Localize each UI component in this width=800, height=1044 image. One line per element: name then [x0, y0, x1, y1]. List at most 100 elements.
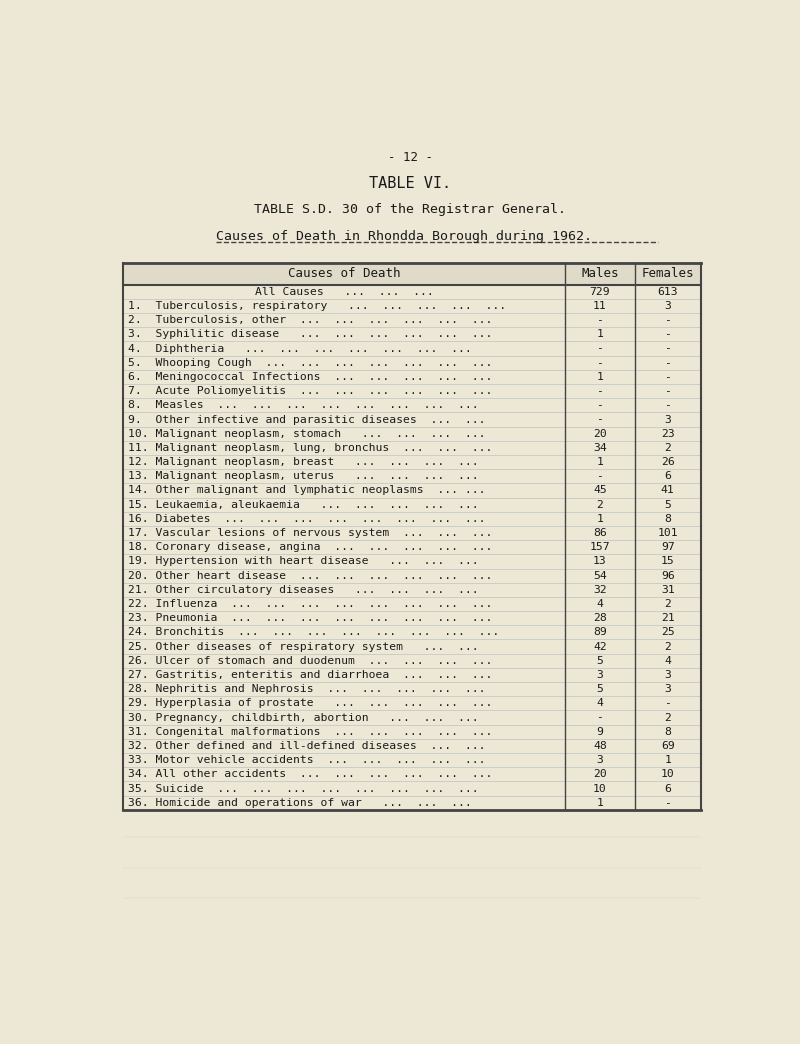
Text: 26. Ulcer of stomach and duodenum  ...  ...  ...  ...: 26. Ulcer of stomach and duodenum ... ..…	[128, 656, 492, 666]
Text: 3.  Syphilitic disease   ...  ...  ...  ...  ...  ...: 3. Syphilitic disease ... ... ... ... ..…	[128, 329, 492, 339]
Text: 25. Other diseases of respiratory system   ...  ...: 25. Other diseases of respiratory system…	[128, 642, 478, 651]
Text: 16. Diabetes  ...  ...  ...  ...  ...  ...  ...  ...: 16. Diabetes ... ... ... ... ... ... ...…	[128, 514, 486, 524]
Text: 96: 96	[661, 571, 674, 580]
Text: 5.  Whooping Cough  ...  ...  ...  ...  ...  ...  ...: 5. Whooping Cough ... ... ... ... ... ..…	[128, 358, 492, 367]
Text: 34: 34	[593, 443, 606, 453]
Text: -: -	[597, 358, 603, 367]
Text: All Causes   ...  ...  ...: All Causes ... ... ...	[254, 287, 434, 296]
Text: 15: 15	[661, 556, 674, 567]
Text: 2: 2	[664, 642, 671, 651]
Text: 33. Motor vehicle accidents  ...  ...  ...  ...  ...: 33. Motor vehicle accidents ... ... ... …	[128, 755, 486, 765]
Text: -: -	[597, 400, 603, 410]
Text: 1.  Tuberculosis, respiratory   ...  ...  ...  ...  ...: 1. Tuberculosis, respiratory ... ... ...…	[128, 301, 506, 311]
Text: 10: 10	[593, 783, 606, 793]
Text: 24. Bronchitis  ...  ...  ...  ...  ...  ...  ...  ...: 24. Bronchitis ... ... ... ... ... ... .…	[128, 627, 499, 638]
Text: 48: 48	[593, 741, 606, 751]
Text: -: -	[664, 329, 671, 339]
Bar	[123, 263, 701, 285]
Text: 5: 5	[597, 684, 603, 694]
Text: Males: Males	[581, 267, 618, 281]
Text: 45: 45	[593, 485, 606, 496]
Text: 21. Other circulatory diseases   ...  ...  ...  ...: 21. Other circulatory diseases ... ... .…	[128, 585, 478, 595]
Text: 7.  Acute Poliomyelitis  ...  ...  ...  ...  ...  ...: 7. Acute Poliomyelitis ... ... ... ... .…	[128, 386, 492, 396]
Text: 22. Influenza  ...  ...  ...  ...  ...  ...  ...  ...: 22. Influenza ... ... ... ... ... ... ..…	[128, 599, 492, 609]
Text: 3: 3	[597, 755, 603, 765]
Text: -: -	[597, 315, 603, 325]
Text: 17. Vascular lesions of nervous system  ...  ...  ...: 17. Vascular lesions of nervous system .…	[128, 528, 492, 538]
Text: 729: 729	[590, 287, 610, 296]
Text: 2: 2	[664, 599, 671, 609]
Text: 13. Malignant neoplasm, uterus   ...  ...  ...  ...: 13. Malignant neoplasm, uterus ... ... .…	[128, 471, 478, 481]
Text: 31: 31	[661, 585, 674, 595]
Text: -: -	[597, 386, 603, 396]
Text: 1: 1	[597, 798, 603, 808]
Text: 54: 54	[593, 571, 606, 580]
Text: -: -	[664, 358, 671, 367]
Text: -: -	[664, 798, 671, 808]
Text: 21: 21	[661, 613, 674, 623]
Text: 28: 28	[593, 613, 606, 623]
Text: 1: 1	[597, 514, 603, 524]
Text: 20: 20	[593, 769, 606, 779]
Text: 11. Malignant neoplasm, lung, bronchus  ...  ...  ...: 11. Malignant neoplasm, lung, bronchus .…	[128, 443, 492, 453]
Text: 157: 157	[590, 542, 610, 552]
Text: 3: 3	[664, 670, 671, 680]
Text: 28. Nephritis and Nephrosis  ...  ...  ...  ...  ...: 28. Nephritis and Nephrosis ... ... ... …	[128, 684, 486, 694]
Text: 30. Pregnancy, childbirth, abortion   ...  ...  ...: 30. Pregnancy, childbirth, abortion ... …	[128, 713, 478, 722]
Text: 4: 4	[597, 599, 603, 609]
Text: 10. Malignant neoplasm, stomach   ...  ...  ...  ...: 10. Malignant neoplasm, stomach ... ... …	[128, 429, 486, 438]
Text: 13: 13	[593, 556, 606, 567]
Text: 1: 1	[664, 755, 671, 765]
Text: 5: 5	[664, 500, 671, 509]
Text: 19. Hypertension with heart disease   ...  ...  ...: 19. Hypertension with heart disease ... …	[128, 556, 478, 567]
Text: 2: 2	[597, 500, 603, 509]
Text: 6.  Meningococcal Infections  ...  ...  ...  ...  ...: 6. Meningococcal Infections ... ... ... …	[128, 372, 492, 382]
Text: 3: 3	[664, 414, 671, 425]
Text: 8: 8	[664, 727, 671, 737]
Text: 5: 5	[597, 656, 603, 666]
Text: -: -	[664, 386, 671, 396]
Text: 1: 1	[597, 329, 603, 339]
Text: 34. All other accidents  ...  ...  ...  ...  ...  ...: 34. All other accidents ... ... ... ... …	[128, 769, 492, 779]
Text: - 12 -: - 12 -	[387, 151, 433, 165]
Text: 18. Coronary disease, angina  ...  ...  ...  ...  ...: 18. Coronary disease, angina ... ... ...…	[128, 542, 492, 552]
Text: 41: 41	[661, 485, 674, 496]
Text: 9: 9	[597, 727, 603, 737]
Text: -: -	[597, 414, 603, 425]
Text: 1: 1	[597, 372, 603, 382]
Text: 32. Other defined and ill-defined diseases  ...  ...: 32. Other defined and ill-defined diseas…	[128, 741, 486, 751]
Text: 4.  Diphtheria   ...  ...  ...  ...  ...  ...  ...: 4. Diphtheria ... ... ... ... ... ... ..…	[128, 343, 472, 354]
Text: 11: 11	[593, 301, 606, 311]
Text: TABLE S.D. 30 of the Registrar General.: TABLE S.D. 30 of the Registrar General.	[254, 203, 566, 216]
Text: Causes of Death in Rhondda Borough during 1962.: Causes of Death in Rhondda Borough durin…	[216, 230, 592, 243]
Text: 6: 6	[664, 471, 671, 481]
Text: 25: 25	[661, 627, 674, 638]
Text: 42: 42	[593, 642, 606, 651]
Text: -: -	[664, 698, 671, 709]
Text: 9.  Other infective and parasitic diseases  ...  ...: 9. Other infective and parasitic disease…	[128, 414, 486, 425]
Bar	[123, 263, 701, 810]
Text: 2.  Tuberculosis, other  ...  ...  ...  ...  ...  ...: 2. Tuberculosis, other ... ... ... ... .…	[128, 315, 492, 325]
Text: 613: 613	[658, 287, 678, 296]
Text: 29. Hyperplasia of prostate   ...  ...  ...  ...  ...: 29. Hyperplasia of prostate ... ... ... …	[128, 698, 492, 709]
Text: 69: 69	[661, 741, 674, 751]
Text: 4: 4	[664, 656, 671, 666]
Text: 15. Leukaemia, aleukaemia   ...  ...  ...  ...  ...: 15. Leukaemia, aleukaemia ... ... ... ..…	[128, 500, 478, 509]
Text: -: -	[597, 343, 603, 354]
Text: 89: 89	[593, 627, 606, 638]
Text: 20: 20	[593, 429, 606, 438]
Text: 101: 101	[658, 528, 678, 538]
Text: 36. Homicide and operations of war   ...  ...  ...: 36. Homicide and operations of war ... .…	[128, 798, 472, 808]
Text: -: -	[664, 315, 671, 325]
Text: 6: 6	[664, 783, 671, 793]
Text: -: -	[597, 713, 603, 722]
Text: 3: 3	[597, 670, 603, 680]
Text: 23: 23	[661, 429, 674, 438]
Text: 14. Other malignant and lymphatic neoplasms  ... ...: 14. Other malignant and lymphatic neopla…	[128, 485, 486, 496]
Text: 1: 1	[597, 457, 603, 467]
Text: 35. Suicide  ...  ...  ...  ...  ...  ...  ...  ...: 35. Suicide ... ... ... ... ... ... ... …	[128, 783, 478, 793]
Text: 8: 8	[664, 514, 671, 524]
Text: 3: 3	[664, 684, 671, 694]
Text: 10: 10	[661, 769, 674, 779]
Text: 12. Malignant neoplasm, breast   ...  ...  ...  ...: 12. Malignant neoplasm, breast ... ... .…	[128, 457, 478, 467]
